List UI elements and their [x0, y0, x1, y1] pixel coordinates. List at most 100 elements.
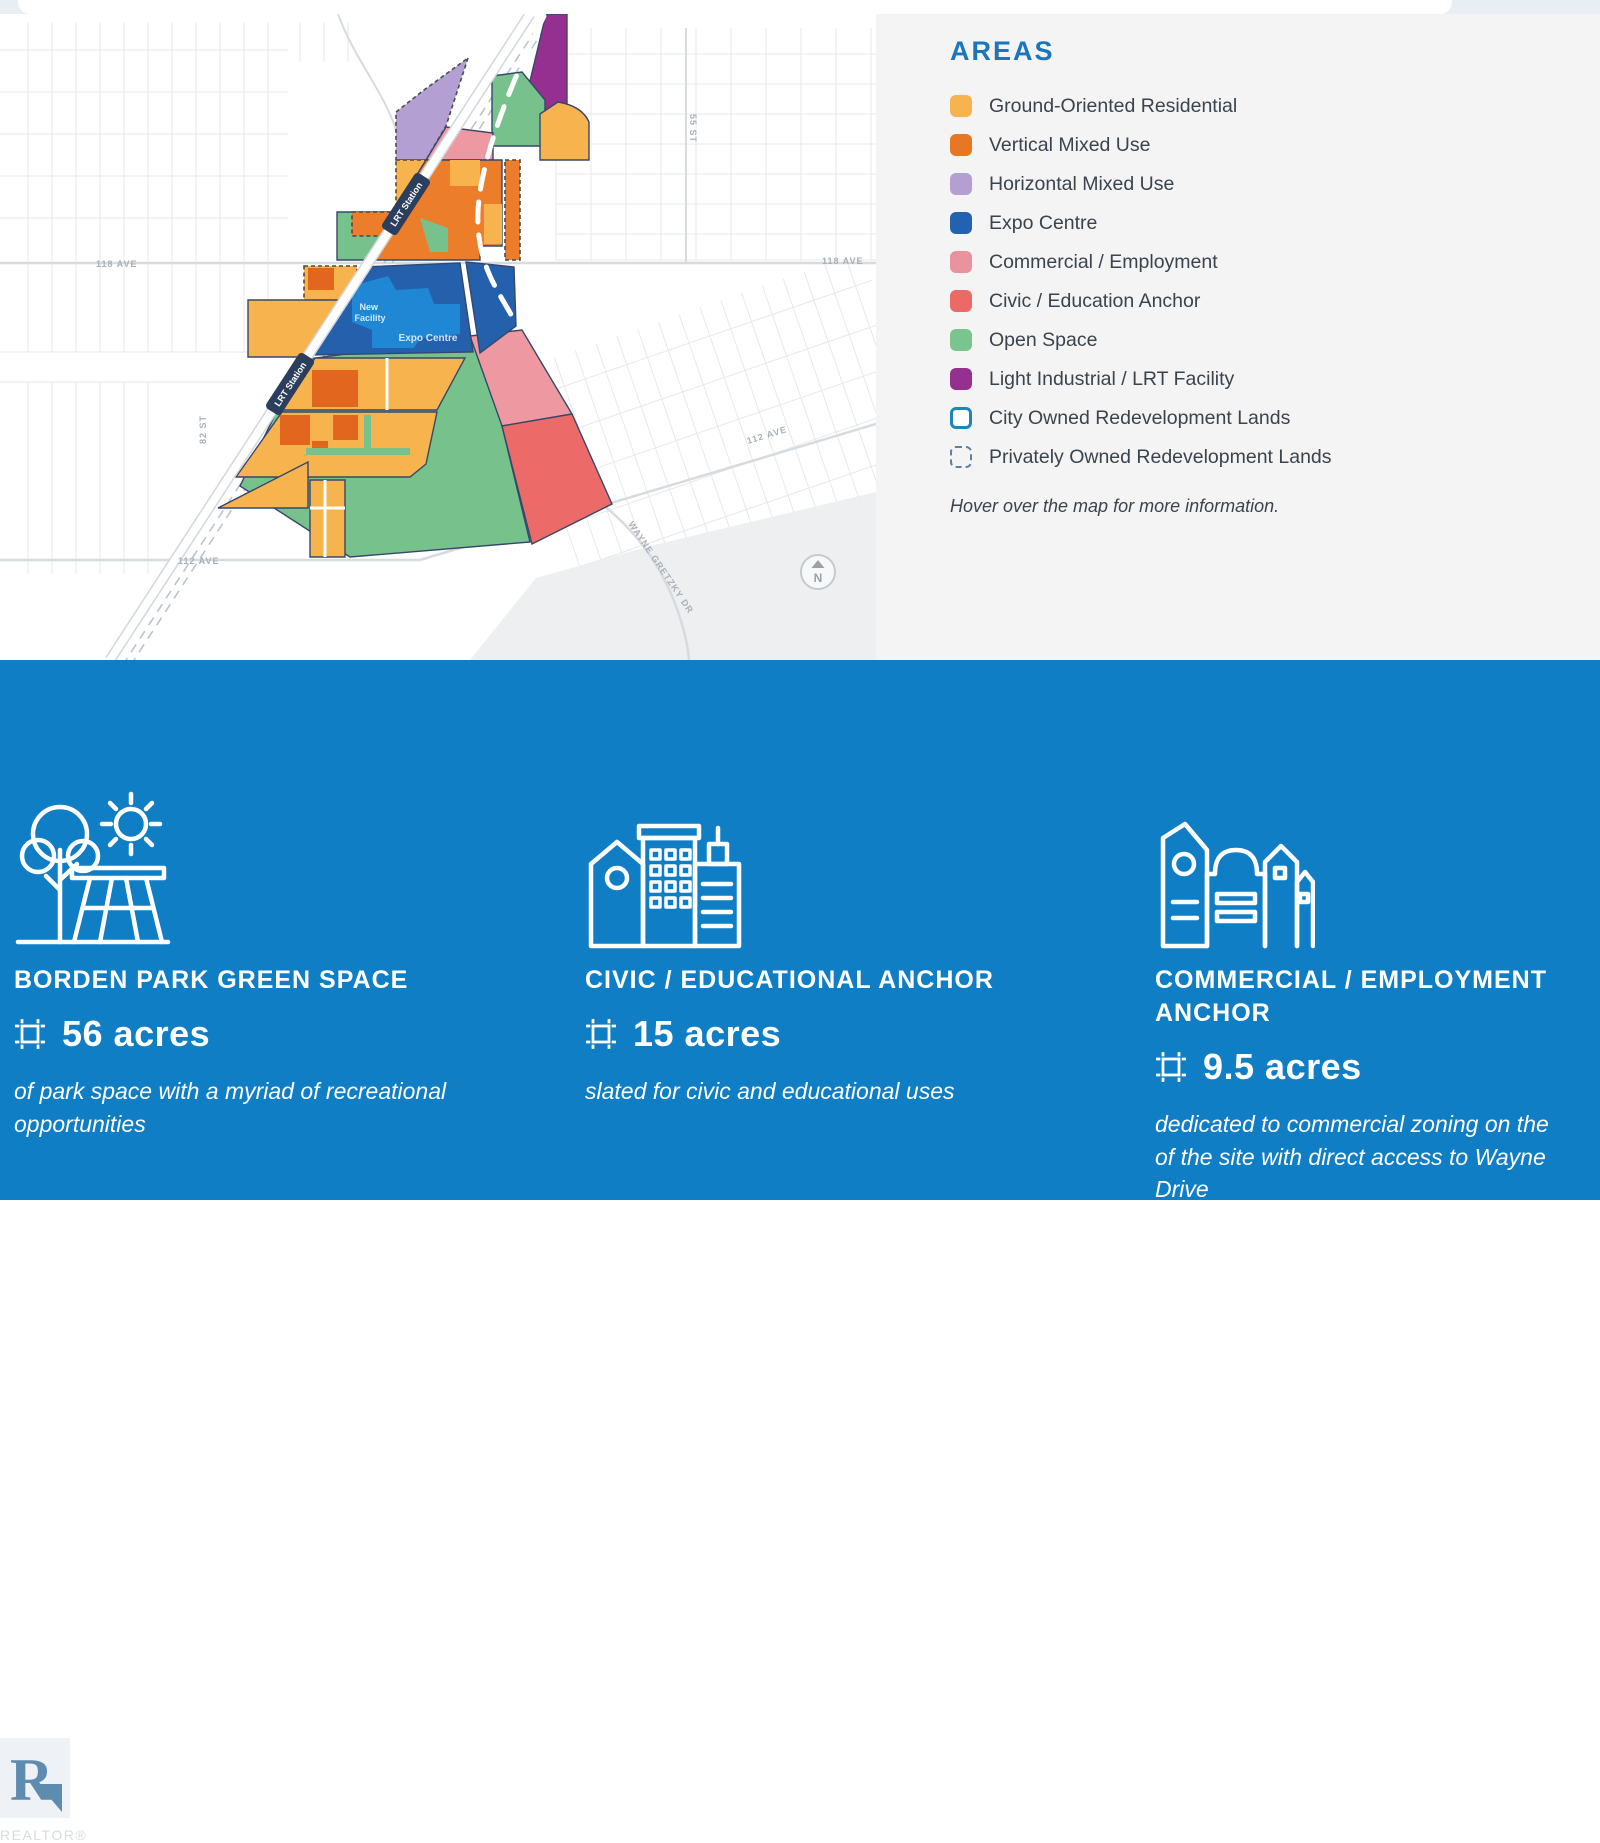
zone-open-space-sliver — [420, 218, 448, 252]
stat-card-description: of park space with a myriad of recreatio… — [14, 1075, 544, 1140]
stat-card-acres-row: 15 acres — [585, 1013, 1115, 1055]
legend-swatch — [950, 368, 972, 390]
area-measure-icon — [586, 1019, 616, 1049]
legend-item-label: Expo Centre — [989, 211, 1098, 234]
stat-card: CIVIC / EDUCATIONAL ANCHOR 15 acres slat… — [585, 768, 1115, 1108]
legend-swatch — [950, 329, 972, 351]
internal-street — [310, 480, 345, 557]
legend-item: City Owned Redevelopment Lands — [950, 407, 1560, 429]
legend-item: Light Industrial / LRT Facility — [950, 368, 1560, 390]
lrt-corridor — [105, 14, 535, 660]
rounded-card-edge — [18, 0, 1452, 14]
legend-item: Civic / Education Anchor — [950, 290, 1560, 312]
street-label-118-ave-right: 118 AVE — [822, 256, 864, 266]
new-facility-label: New Facility — [354, 302, 385, 323]
compass-n-label: N — [814, 571, 823, 585]
street-label-118-ave-left: 118 AVE — [96, 259, 138, 269]
zone-vertical-mixed-inset1[interactable] — [312, 370, 358, 407]
stat-card-description-line: opportunities — [14, 1110, 146, 1137]
area-measure-icon — [1156, 1052, 1186, 1082]
stat-card-description-line: of park space with a myriad of recreatio… — [14, 1078, 447, 1104]
zone-expo-new-facility[interactable] — [352, 276, 460, 348]
civic-buildings-icon — [588, 823, 742, 949]
legend-swatch — [950, 251, 972, 273]
zone-civic-education[interactable] — [501, 413, 613, 546]
realtor-watermark-text: REALTOR® — [0, 1827, 88, 1843]
park-icon — [14, 768, 544, 950]
legend-swatch — [950, 95, 972, 117]
zone-expo-centre-east[interactable] — [465, 261, 517, 355]
realtor-watermark: R REALTOR® — [0, 1738, 87, 1843]
legend-item-label: City Owned Redevelopment Lands — [989, 406, 1291, 429]
legend-panel: AREAS Ground-Oriented Residential Vertic… — [876, 14, 1600, 660]
shaded-district — [470, 492, 876, 660]
park-icon — [15, 791, 171, 945]
map-section: New Facility Expo Centre — [0, 14, 1600, 660]
stat-card-description-line: Drive — [1155, 1176, 1209, 1203]
legend-items: Ground-Oriented Residential Vertical Mix… — [950, 95, 1560, 468]
stat-card: BORDEN PARK GREEN SPACE 56 acres of park… — [14, 768, 544, 1140]
legend-item: Expo Centre — [950, 212, 1560, 234]
stat-card-description: slated for civic and educational uses — [585, 1075, 1115, 1108]
legend-note: Hover over the map for more information. — [950, 496, 1280, 516]
stats-section: BORDEN PARK GREEN SPACE 56 acres of park… — [0, 660, 1600, 1843]
street-grid — [0, 22, 876, 600]
expo-centre-label: Expo Centre — [399, 333, 458, 344]
zone-vertical-mixed-inset2[interactable] — [280, 415, 310, 445]
commercial-buildings-icon — [1160, 821, 1315, 949]
stat-card: COMMERCIAL / EMPLOYMENT ANCHOR 9.5 acres… — [1155, 768, 1600, 1206]
north-arrow-icon — [811, 560, 825, 568]
stat-card-acres-row: 56 acres — [14, 1013, 544, 1055]
commercial-buildings-icon — [1155, 768, 1600, 950]
legend-item: Ground-Oriented Residential — [950, 95, 1560, 117]
stat-card-value: 15 acres — [633, 1013, 782, 1054]
legend-swatch — [950, 212, 972, 234]
street-label-82-st: 82 ST — [198, 415, 208, 444]
realtor-logo-icon: R — [0, 1738, 70, 1818]
area-measure-icon — [15, 1019, 45, 1049]
zone-vertical-mixed-strip[interactable] — [504, 159, 521, 261]
stat-card-title: COMMERCIAL / EMPLOYMENT ANCHOR — [1155, 966, 1547, 1027]
legend-swatch — [950, 290, 972, 312]
legend-item-label: Privately Owned Redevelopment Lands — [989, 445, 1332, 468]
north-compass: N — [800, 554, 836, 590]
legend-item: Open Space — [950, 329, 1560, 351]
stat-card-description-line: dedicated to commercial zoning on the — [1155, 1111, 1549, 1137]
svg-text:R: R — [10, 1747, 54, 1813]
legend-item-label: Vertical Mixed Use — [989, 133, 1151, 156]
legend-swatch — [950, 173, 972, 195]
stat-card-title: BORDEN PARK GREEN SPACE — [14, 966, 409, 994]
zone-residential-column[interactable] — [309, 479, 346, 558]
zone-vertical-mixed-inset5[interactable] — [308, 268, 334, 290]
legend-title: AREAS — [950, 36, 1055, 66]
street-label-55-st: 55 ST — [688, 114, 698, 143]
zone-open-space-strip2 — [364, 415, 371, 448]
legend-item: Vertical Mixed Use — [950, 134, 1560, 156]
legend-swatch — [950, 407, 972, 429]
future-lrt-dashed-line — [475, 14, 547, 323]
legend-item: Commercial / Employment — [950, 251, 1560, 273]
legend-swatch — [950, 446, 972, 468]
zone-residential-northeast[interactable] — [539, 101, 590, 161]
zone-residential-wedge[interactable] — [217, 460, 309, 509]
stat-card-description: dedicated to commercial zoning on the of … — [1155, 1108, 1600, 1206]
stat-card-value: 9.5 acres — [1203, 1046, 1362, 1087]
legend-item-label: Light Industrial / LRT Facility — [989, 367, 1235, 390]
legend-item: Horizontal Mixed Use — [950, 173, 1560, 195]
zone-residential-inset2[interactable] — [484, 204, 502, 244]
legend-item-label: Open Space — [989, 328, 1098, 351]
zone-residential-inset1[interactable] — [450, 160, 480, 186]
map-panel: New Facility Expo Centre — [0, 14, 876, 660]
stat-card-description-line: of the site with direct access to Wayne — [1155, 1143, 1546, 1170]
stat-card-acres-row: 9.5 acres — [1155, 1046, 1600, 1088]
legend-item-label: Ground-Oriented Residential — [989, 94, 1238, 117]
site-plan-map[interactable]: New Facility Expo Centre — [0, 14, 876, 660]
stat-card-value: 56 acres — [62, 1013, 211, 1054]
civic-buildings-icon — [585, 768, 1115, 950]
legend-item-label: Civic / Education Anchor — [989, 289, 1201, 312]
zone-vertical-mixed-inset3[interactable] — [333, 415, 358, 440]
stat-card-title: CIVIC / EDUCATIONAL ANCHOR — [585, 966, 994, 994]
stat-card-description-line: slated for civic and educational uses — [585, 1078, 955, 1104]
legend-item-label: Commercial / Employment — [989, 250, 1218, 273]
legend-item-label: Horizontal Mixed Use — [989, 172, 1175, 195]
